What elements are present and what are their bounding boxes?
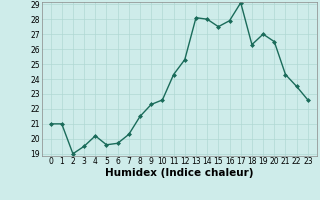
X-axis label: Humidex (Indice chaleur): Humidex (Indice chaleur) [105, 168, 253, 178]
